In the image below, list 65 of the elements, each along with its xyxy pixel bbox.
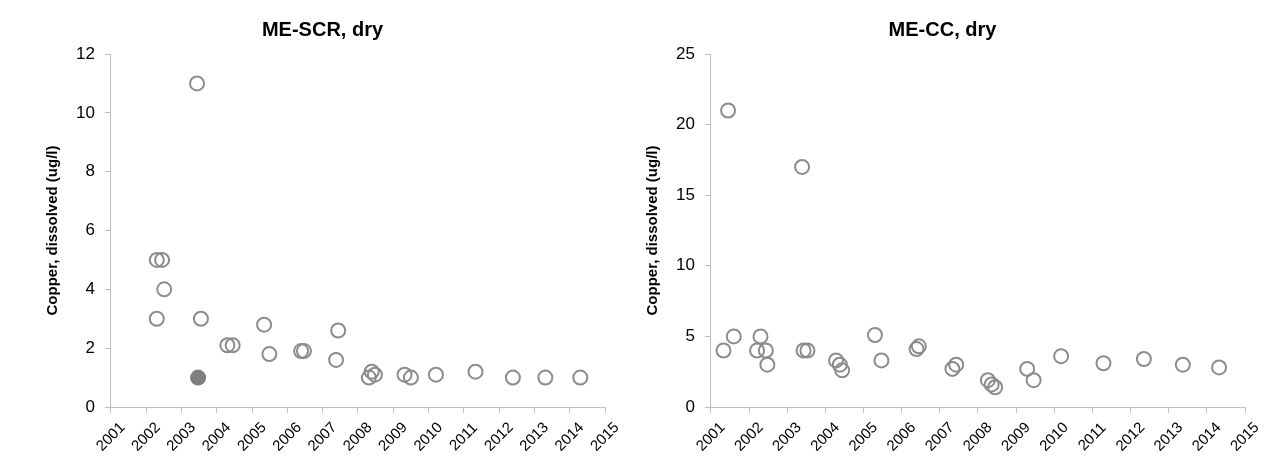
point — [427, 366, 444, 383]
point — [328, 351, 345, 368]
y-axis-title: Copper, dissolved (ug/l) — [43, 145, 61, 316]
point — [715, 342, 732, 359]
point — [795, 342, 812, 359]
point — [224, 337, 241, 354]
point — [537, 369, 554, 386]
point — [192, 310, 209, 327]
point — [987, 379, 1004, 396]
point — [799, 342, 816, 359]
y-tick-label: 6 — [85, 220, 95, 240]
point — [572, 369, 589, 386]
chart-title: ME-CC, dry — [888, 17, 998, 40]
y-tick-label: 20 — [675, 114, 695, 134]
point — [759, 356, 776, 373]
point — [189, 75, 206, 92]
point — [148, 310, 165, 327]
point — [752, 328, 769, 345]
y-tick-label: 0 — [85, 396, 95, 416]
y-axis-title: Copper, dissolved (ug/l) — [643, 145, 661, 316]
point — [467, 363, 484, 380]
point — [1019, 360, 1036, 377]
point — [396, 366, 413, 383]
point — [330, 322, 347, 339]
y-tick-label: 5 — [685, 326, 695, 346]
point — [1135, 350, 1152, 367]
point — [261, 346, 278, 363]
point — [979, 372, 996, 389]
point — [360, 369, 377, 386]
point — [1025, 372, 1042, 389]
point — [725, 328, 742, 345]
point — [720, 102, 737, 119]
y-tick-label: 4 — [85, 279, 95, 299]
point — [504, 369, 521, 386]
point — [219, 337, 236, 354]
point — [873, 352, 890, 369]
point — [749, 342, 766, 359]
point — [148, 251, 165, 268]
point — [256, 316, 273, 333]
point — [866, 326, 883, 343]
point — [190, 369, 207, 386]
point — [948, 356, 965, 373]
y-tick-label: 2 — [85, 337, 95, 357]
y-tick-label: 25 — [675, 43, 695, 63]
point — [757, 342, 774, 359]
point — [402, 369, 419, 386]
point — [831, 356, 848, 373]
y-tick-label: 12 — [75, 43, 95, 63]
y-tick-label: 10 — [75, 102, 95, 122]
point — [794, 158, 811, 175]
y-tick-label: 8 — [85, 161, 95, 181]
point — [828, 352, 845, 369]
point — [154, 251, 171, 268]
point — [1095, 355, 1112, 372]
point — [156, 281, 173, 298]
point — [944, 360, 961, 377]
y-tick-label: 0 — [685, 396, 695, 416]
chart-title: ME-SCR, dry — [261, 17, 384, 40]
point — [1053, 348, 1070, 365]
point — [1174, 356, 1191, 373]
point — [834, 362, 851, 379]
y-tick-label: 10 — [675, 255, 695, 275]
y-tick-label: 15 — [675, 184, 695, 204]
point — [1211, 359, 1228, 376]
point — [983, 376, 1000, 393]
